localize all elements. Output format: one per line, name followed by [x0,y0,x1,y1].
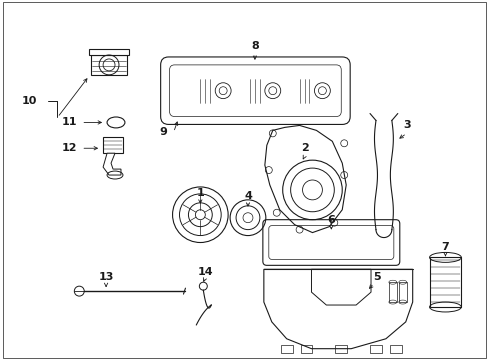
Bar [335,345,346,353]
Text: 1: 1 [196,188,204,198]
Bar [389,345,401,353]
Text: 11: 11 [61,117,77,127]
Text: 13: 13 [98,272,114,282]
Text: 3: 3 [402,121,410,130]
Bar [89,49,129,55]
Text: 9: 9 [160,127,167,138]
Text: 4: 4 [244,191,251,201]
Bar [398,282,406,302]
Bar [300,345,312,353]
Bar [91,55,127,75]
Text: 14: 14 [197,267,213,277]
Text: 12: 12 [61,143,77,153]
Text: 10: 10 [22,96,37,105]
Bar [369,345,381,353]
Text: 8: 8 [250,41,258,51]
Text: 2: 2 [300,143,308,153]
Text: 6: 6 [327,215,335,225]
Text: 7: 7 [441,243,448,252]
Bar [103,137,122,153]
Bar [388,282,396,302]
Polygon shape [103,153,121,175]
Bar [428,257,460,307]
Text: 5: 5 [372,272,380,282]
Bar [280,345,292,353]
